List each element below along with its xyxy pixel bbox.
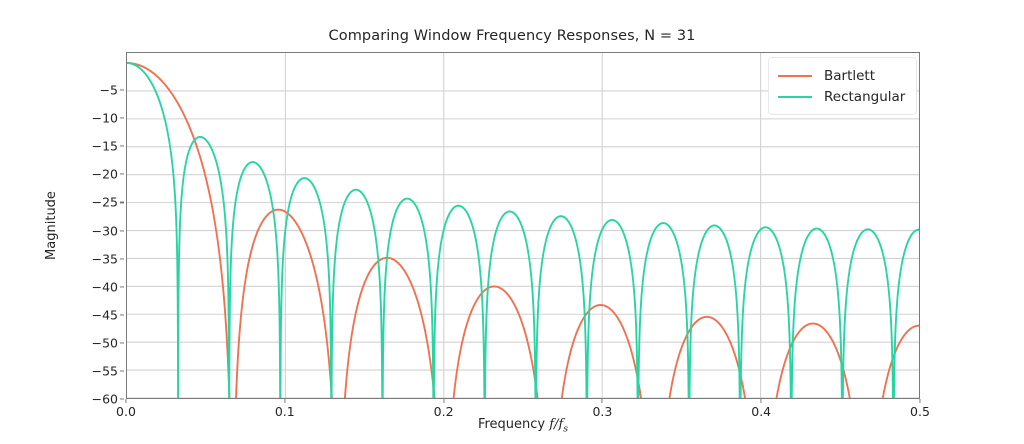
series-line-rectangular (127, 62, 919, 398)
data-curves (127, 62, 919, 398)
x-tick-mark (284, 399, 286, 403)
y-tick-label: −15 (91, 138, 118, 154)
x-axis-label: Frequency f/fs (126, 417, 920, 435)
y-tick-mark (120, 145, 124, 147)
y-tick-label: −20 (91, 166, 118, 182)
y-tick-mark (120, 230, 124, 232)
x-tick-label: 0.1 (274, 404, 295, 419)
y-tick-label: −25 (91, 194, 118, 210)
y-tick-mark (120, 89, 124, 91)
x-axis-label-den: f (558, 417, 564, 432)
x-tick-label: 0.4 (751, 404, 772, 419)
y-axis-label: Magnitude (44, 191, 59, 260)
x-axis-label-slash: / (554, 417, 559, 432)
legend-label-bartlett: Bartlett (824, 67, 876, 84)
y-tick-label: −30 (91, 223, 118, 239)
y-axis-tick-labels: −5 −10 −15 −20 −25 −30 −35 −40 −45 −50 −55 −60 (78, 52, 118, 407)
y-tick-mark (120, 398, 124, 400)
y-tick-label: −45 (91, 307, 118, 323)
legend-swatch-bartlett (778, 74, 812, 77)
y-tick-mark (120, 314, 124, 316)
y-tick-label: −40 (91, 279, 118, 295)
x-tick-mark (443, 399, 445, 403)
legend: Bartlett Rectangular (768, 57, 918, 115)
y-tick-mark (120, 286, 124, 288)
x-tick-label: 0.5 (910, 404, 930, 419)
legend-swatch-rectangular (778, 95, 812, 98)
x-axis-label-num: f (549, 417, 555, 432)
x-axis-tick-labels: 0.0 0.1 0.2 0.3 0.4 0.5 (116, 404, 930, 422)
series-line-bartlett (127, 62, 919, 398)
y-tick-label: −60 (91, 391, 118, 407)
y-tick-label: −55 (91, 363, 118, 379)
chart-title: Comparing Window Frequency Responses, N … (328, 28, 696, 44)
x-tick-mark (601, 399, 603, 403)
y-tick-mark (120, 201, 124, 204)
x-axis-label-math: f/fs (549, 417, 569, 435)
legend-entry-bartlett[interactable]: Bartlett (778, 65, 905, 86)
y-tick-mark (120, 173, 124, 175)
y-tick-mark (120, 342, 124, 344)
x-tick-mark (760, 399, 762, 403)
grid-lines (127, 53, 919, 398)
legend-label-rectangular: Rectangular (824, 88, 906, 105)
x-tick-label: 0.0 (116, 404, 136, 419)
y-tick-mark (120, 258, 124, 260)
y-tick-label: −35 (91, 251, 118, 267)
y-tick-label: −10 (91, 110, 118, 126)
x-tick-label: 0.3 (592, 404, 613, 419)
x-axis-label-sub: s (563, 423, 569, 435)
x-tick-mark (125, 399, 127, 403)
legend-entry-rectangular[interactable]: Rectangular (778, 86, 905, 107)
y-tick-mark (120, 370, 124, 372)
y-tick-label: −5 (99, 82, 118, 98)
y-tick-mark (120, 117, 124, 119)
x-axis-label-prefix: Frequency (477, 417, 550, 432)
x-tick-mark (919, 399, 921, 403)
x-tick-label: 0.2 (433, 404, 454, 419)
y-tick-label: −50 (91, 335, 118, 351)
